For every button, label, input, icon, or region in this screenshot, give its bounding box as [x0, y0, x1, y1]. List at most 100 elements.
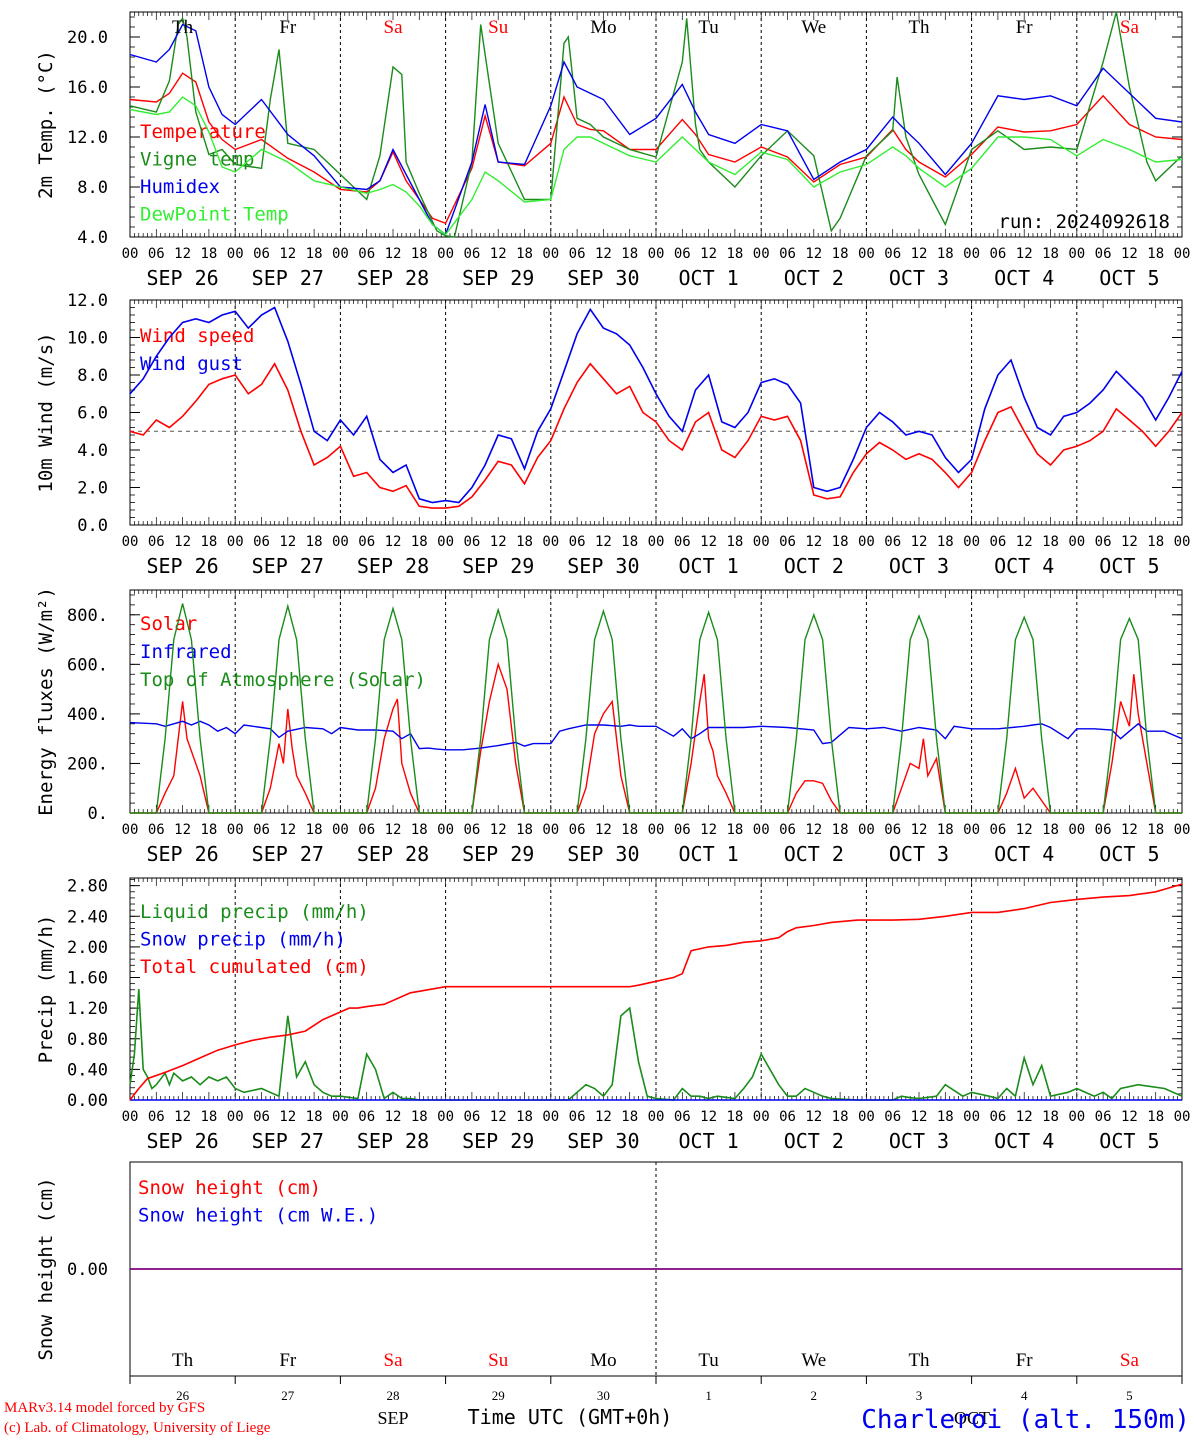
day-name-label: Sa [384, 1350, 404, 1371]
hour-tick-label: 12 [700, 534, 717, 550]
day-name-label: Tu [698, 17, 719, 38]
legend-entry: Solar [140, 613, 197, 635]
hour-tick-label: 06 [989, 246, 1006, 262]
hour-tick-label: 18 [1147, 534, 1164, 550]
hour-tick-label: 00 [1068, 534, 1085, 550]
hour-tick-label: 00 [753, 246, 770, 262]
day-name-label: We [801, 17, 826, 38]
series-line-2 [129, 11, 1183, 238]
hour-tick-label: 06 [358, 822, 375, 838]
date-label: OCT 2 [784, 1129, 844, 1153]
y-axis-title: Snow height (cm) [35, 1177, 57, 1360]
hour-tick-label: 18 [411, 534, 428, 550]
date-label: SEP 30 [567, 266, 639, 290]
series-line-4 [129, 96, 1183, 236]
hour-tick-label: 00 [437, 822, 454, 838]
day-name-label: Th [908, 17, 930, 38]
legend-entry: Snow height (cm W.E.) [138, 1205, 378, 1227]
hour-tick-label: 06 [253, 534, 270, 550]
hour-tick-label: 18 [200, 534, 217, 550]
hour-tick-label: 12 [1121, 246, 1138, 262]
legend-entry: Snow height (cm) [138, 1177, 321, 1199]
y-tick-label: 16.0 [67, 78, 108, 98]
y-tick-label: 4.0 [77, 228, 108, 248]
hour-tick-label: 00 [1068, 246, 1085, 262]
panel-5: 0.00 Snow height (cm) Snow height (cm) Snow… [35, 1161, 1183, 1403]
hour-tick-label: 12 [385, 246, 402, 262]
day-number-label: 26 [176, 1388, 190, 1403]
day-number-label: 5 [1126, 1388, 1133, 1403]
hour-tick-label: 12 [805, 1109, 822, 1125]
y-tick-label: 20.0 [67, 28, 108, 48]
hour-tick-label: 06 [674, 534, 691, 550]
hour-tick-label: 18 [516, 534, 533, 550]
hour-tick-label: 12 [385, 1109, 402, 1125]
hour-tick-label: 00 [858, 246, 875, 262]
hour-tick-label: 18 [411, 822, 428, 838]
hour-tick-label: 12 [700, 822, 717, 838]
y-tick-label: 800. [67, 606, 108, 626]
date-label: OCT 2 [784, 266, 844, 290]
hour-tick-label: 12 [385, 822, 402, 838]
hour-tick-label: 06 [358, 534, 375, 550]
date-label: SEP 26 [146, 842, 218, 866]
footer: MARv3.14 model forced by GFS (c) Lab. of… [4, 1400, 1190, 1436]
hour-tick-label: 06 [463, 1109, 480, 1125]
date-label: SEP 27 [252, 554, 324, 578]
hour-tick-label: 00 [122, 822, 139, 838]
date-label: SEP 30 [567, 554, 639, 578]
hour-tick-label: 00 [332, 822, 349, 838]
hour-tick-label: 00 [542, 822, 559, 838]
date-label: SEP 27 [252, 842, 324, 866]
hour-tick-label: 06 [569, 246, 586, 262]
hour-tick-label: 06 [674, 1109, 691, 1125]
y-tick-label: 2.0 [77, 479, 108, 499]
day-name-label: Tu [698, 1350, 719, 1371]
hour-tick-label: 00 [437, 1109, 454, 1125]
hour-tick-label: 06 [674, 822, 691, 838]
hour-tick-label: 12 [1016, 534, 1033, 550]
hour-tick-label: 18 [1147, 1109, 1164, 1125]
panel-2: 0.0 2.0 4.0 6.0 8.0 10.0 12.0 10m Wind (m/s) Win… [35, 291, 1190, 578]
hour-tick-label: 18 [1147, 246, 1164, 262]
date-label: SEP 29 [462, 554, 534, 578]
hour-tick-label: 18 [937, 822, 954, 838]
day-name-label: Fr [279, 1350, 297, 1371]
day-name-label: Su [488, 17, 509, 38]
date-label: SEP 30 [567, 842, 639, 866]
hour-tick-label: 00 [542, 1109, 559, 1125]
date-label: OCT 2 [784, 842, 844, 866]
meteogram-panels: 4.08.012.016.020.02m Temp. (°C) Temperatu… [35, 11, 1190, 1403]
station-label: Charleroi (alt. 150m) [861, 1405, 1190, 1435]
hour-tick-label: 12 [805, 534, 822, 550]
day-number-label: 1 [705, 1388, 712, 1403]
day-number-label: 29 [492, 1388, 505, 1403]
hour-tick-label: 18 [1042, 246, 1059, 262]
day-name-label: Th [172, 17, 194, 38]
hour-tick-label: 12 [595, 822, 612, 838]
hour-tick-label: 06 [569, 822, 586, 838]
legend-entry: Humidex [140, 176, 220, 198]
hour-tick-label: 18 [621, 822, 638, 838]
date-label: OCT 1 [678, 554, 738, 578]
legend-entry: Top of Atmosphere (Solar) [140, 669, 426, 691]
y-tick-label: 12.0 [67, 291, 108, 311]
hour-tick-label: 06 [1095, 822, 1112, 838]
hour-tick-label: 18 [726, 246, 743, 262]
hour-tick-label: 00 [437, 534, 454, 550]
day-number-label: 28 [387, 1388, 400, 1403]
run-label: run: 2024092618 [998, 211, 1170, 233]
panel-1: 4.0 8.0 12.0 16.0 20.0 2m Temp. (°C) Temperatu… [35, 11, 1190, 290]
series-line-3 [129, 23, 1183, 236]
hour-tick-label: 06 [569, 1109, 586, 1125]
hour-tick-label: 12 [1121, 534, 1138, 550]
hour-tick-label: 06 [463, 822, 480, 838]
hour-tick-label: 06 [779, 534, 796, 550]
hour-tick-label: 00 [227, 534, 244, 550]
hour-tick-label: 18 [621, 534, 638, 550]
hour-tick-label: 00 [332, 246, 349, 262]
hour-tick-label: 18 [306, 822, 323, 838]
hour-tick-label: 12 [174, 534, 191, 550]
hour-tick-label: 12 [595, 246, 612, 262]
hour-tick-label: 06 [779, 822, 796, 838]
